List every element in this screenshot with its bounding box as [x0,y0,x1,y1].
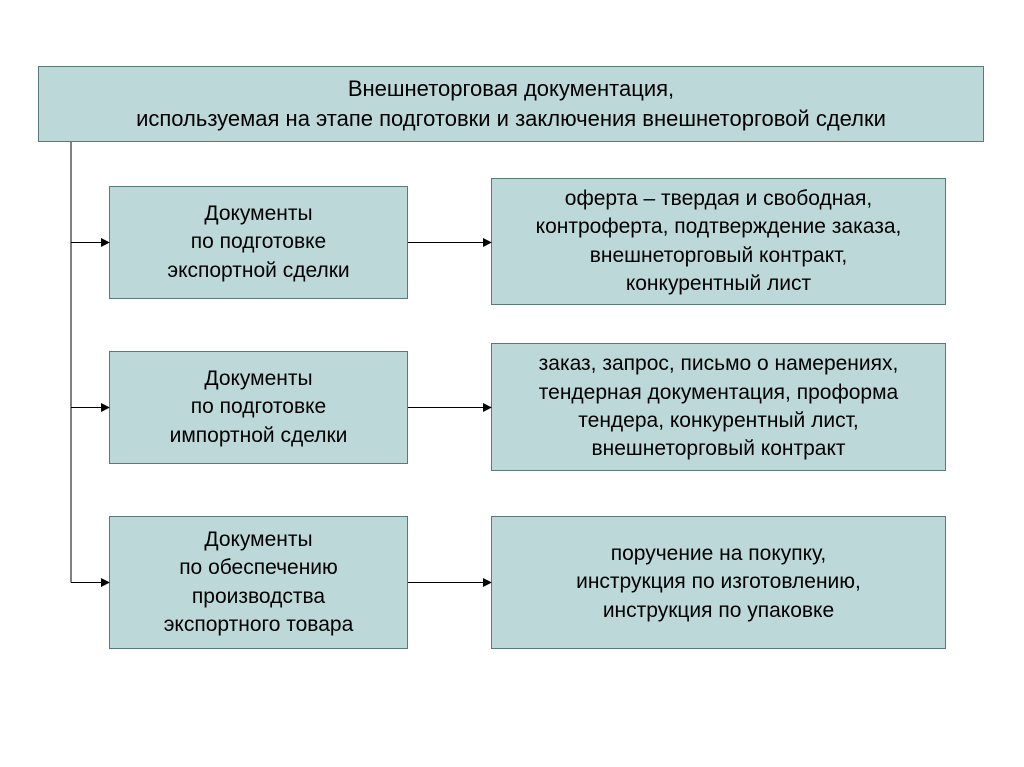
row0-left-text: Документыпо подготовкеэкспортной сделки [167,200,349,285]
row0-right-box: оферта – твердая и свободная,контроферта… [491,178,946,305]
row1-right-box: заказ, запрос, письмо о намерениях,тенде… [491,343,946,471]
header-line1: Внешнеторговая документация, [136,74,886,104]
row2-left-text: Документыпо обеспечениюпроизводстваэкспо… [164,526,354,639]
header-box: Внешнеторговая документация, используема… [38,66,984,142]
row2-left-box: Документыпо обеспечениюпроизводстваэкспо… [109,516,408,649]
row0-right-text: оферта – твердая и свободная,контроферта… [536,185,902,298]
row1-left-text: Документыпо подготовкеимпортной сделки [170,365,348,450]
row0-left-box: Документыпо подготовкеэкспортной сделки [109,186,408,299]
row2-right-box: поручение на покупку,инструкция по изгот… [491,516,946,649]
diagram-canvas: Внешнеторговая документация, используема… [0,0,1024,767]
row2-right-text: поручение на покупку,инструкция по изгот… [576,540,861,625]
row1-left-box: Документыпо подготовкеимпортной сделки [109,351,408,464]
header-line2: используемая на этапе подготовки и заклю… [136,104,886,134]
row1-right-text: заказ, запрос, письмо о намерениях,тенде… [539,350,899,463]
